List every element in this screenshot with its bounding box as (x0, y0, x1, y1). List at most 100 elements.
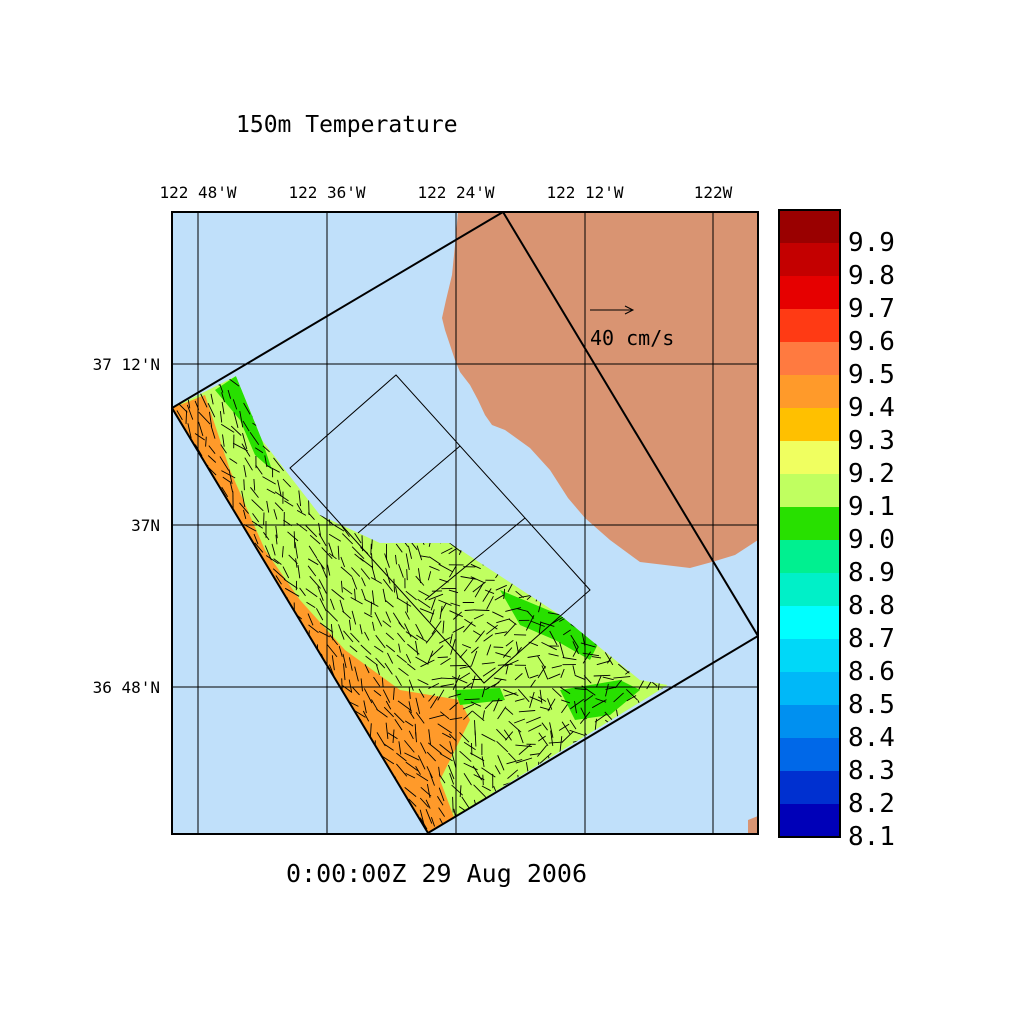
current-vector (250, 487, 259, 498)
current-vector (365, 655, 378, 666)
current-vector (569, 729, 586, 736)
current-vector (525, 615, 535, 631)
current-vector (299, 587, 306, 597)
colorbar-label: 8.8 (848, 591, 895, 621)
inner-domain-divider (357, 445, 461, 534)
current-vector (515, 757, 533, 764)
current-vector (405, 553, 410, 570)
current-vector (551, 687, 562, 698)
colorbar-label: 9.9 (848, 228, 895, 258)
vector-scale-arrow (590, 305, 635, 315)
current-vector (473, 784, 486, 797)
current-vector (348, 619, 352, 631)
current-vector (570, 698, 585, 710)
current-vector (242, 420, 250, 432)
current-vector (372, 621, 375, 631)
current-vector (266, 488, 276, 494)
current-vector (398, 667, 409, 677)
current-vector (404, 787, 417, 797)
current-vector (275, 525, 278, 539)
current-vector (504, 659, 519, 667)
current-vector (208, 411, 213, 427)
colorbar-label: 9.3 (848, 426, 895, 456)
current-vector (221, 392, 225, 403)
current-vector (186, 404, 194, 420)
current-vector (296, 510, 307, 516)
current-vector (405, 761, 419, 772)
x-tick-label: 122 12'W (546, 183, 623, 202)
current-vector (249, 431, 260, 446)
current-vector (441, 732, 452, 739)
current-vector (494, 594, 504, 601)
current-vector (442, 620, 445, 634)
x-tick-label: 122W (694, 183, 733, 202)
colorbar-swatch (779, 441, 840, 475)
current-vector (281, 546, 284, 558)
current-vector (483, 634, 493, 642)
current-vector (376, 708, 388, 718)
colorbar-swatch (779, 243, 840, 277)
current-vector (329, 634, 339, 646)
current-vector (493, 677, 507, 681)
current-vector (393, 578, 395, 593)
colorbar-swatch (779, 375, 840, 409)
inner-domain-box (289, 374, 591, 684)
current-vector (419, 797, 429, 808)
current-vector (277, 479, 282, 497)
current-vector (437, 723, 452, 734)
current-vector (580, 642, 596, 648)
current-vector (307, 613, 314, 626)
current-vector (548, 741, 563, 744)
current-vector (449, 773, 455, 785)
plot-area (172, 212, 758, 846)
current-vector (373, 676, 381, 687)
grid-lines (172, 212, 758, 834)
current-vector (524, 666, 530, 679)
current-vector (284, 587, 300, 597)
current-vector (282, 478, 292, 488)
current-vector (626, 695, 637, 702)
current-vector (482, 774, 484, 786)
current-vector (363, 700, 367, 714)
current-vector (415, 575, 425, 586)
colorbar-swatch (779, 573, 840, 607)
current-vector (342, 610, 352, 620)
current-vector (440, 602, 447, 613)
current-vector (497, 755, 505, 771)
current-vector (462, 703, 475, 710)
current-vector (416, 773, 429, 782)
current-vector (271, 543, 276, 556)
current-vector (232, 399, 238, 410)
current-vector (582, 833, 591, 846)
current-vector (198, 411, 211, 425)
vector-scale-label: 40 cm/s (590, 326, 674, 350)
current-vector (243, 524, 257, 532)
current-vector (514, 698, 525, 702)
current-vector (222, 476, 231, 483)
cool-water-patch (215, 376, 272, 470)
current-vector (481, 756, 485, 767)
current-vector (370, 601, 372, 616)
current-vector (494, 765, 501, 775)
current-vector (561, 834, 563, 846)
current-vector (305, 525, 318, 538)
current-vector (326, 610, 338, 622)
current-vector (418, 688, 425, 698)
outer-domain-box (172, 212, 758, 834)
current-vector (230, 425, 242, 436)
current-vector (428, 682, 440, 690)
current-vector (241, 443, 251, 457)
current-vector (493, 698, 500, 712)
current-vector (405, 772, 416, 779)
current-vector (375, 664, 380, 676)
current-vector (613, 676, 631, 679)
y-tick-label: 36 48'N (93, 678, 160, 697)
current-vector (439, 744, 452, 754)
colorbar-label: 9.8 (848, 261, 895, 291)
current-vector (241, 490, 246, 507)
current-vector (199, 392, 208, 408)
current-vector (415, 623, 424, 639)
colorbar-frame (778, 209, 841, 838)
current-vector (470, 701, 482, 707)
current-vector (221, 401, 225, 415)
